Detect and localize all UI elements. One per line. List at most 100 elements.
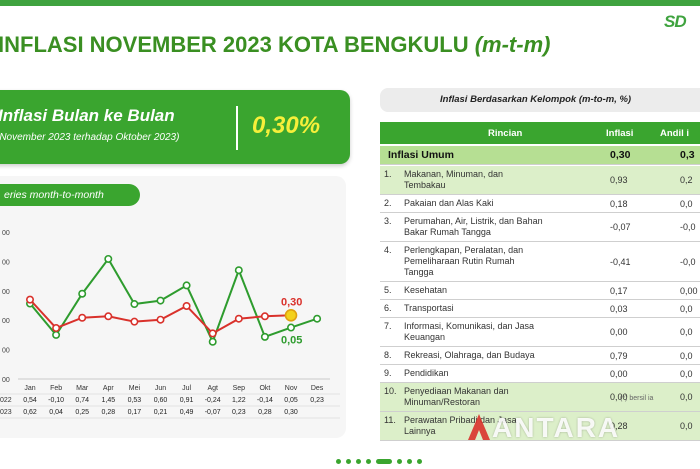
row-label: Informasi, Komunikasi, dan Jasa [404,321,535,331]
row-andil: 0,2 [680,175,693,185]
y-tick-label: 00 [2,348,10,355]
row-label: Transportasi [404,303,454,313]
row-number: 9. [384,368,392,378]
page-dot[interactable] [397,459,402,464]
data-value-label: 0,25 [75,409,89,416]
row-label: Penyediaan Makanan dan [404,386,509,396]
x-tick-label: Des [311,385,324,392]
data-value-label: 0,74 [75,397,89,404]
x-tick-label: Okt [259,385,270,392]
row-andil: 0,00 [680,285,698,296]
row-label: Tembakau [404,180,446,190]
data-point-2023 [260,312,269,321]
row-label: Minuman/Restoran [404,397,481,407]
row-number: 8. [384,350,392,360]
slide-pagination[interactable] [336,451,427,469]
row-label: Makanan, Minuman, dan [404,169,504,179]
data-point-2022 [104,254,113,263]
y-tick-label: 00 [2,230,10,237]
row-number: 2. [384,198,392,208]
monthly-inflation-card: Inflasi Bulan ke Bulan (November 2023 te… [0,90,350,164]
row-andil: -0,0 [680,222,696,232]
x-tick-label: Jun [155,385,166,392]
page-dot[interactable] [336,459,341,464]
data-value-label: -0,14 [257,397,273,404]
row-label: Perawatan Pribadi dan Jasa [404,415,517,425]
row-andil: 0,0 [680,392,693,402]
row-andil: 0,0 [680,327,693,337]
data-value-label: 0,17 [128,409,142,416]
data-value-label: 0,60 [154,397,168,404]
table-row: 9. Pendidikan 0,00 0,0 [380,365,700,383]
antara-mark-icon [468,414,490,440]
row-number: 5. [384,285,392,295]
data-point-2022 [52,330,61,339]
data-value-label: 0,91 [180,397,194,404]
data-point-2023 [25,295,34,304]
row-inflasi: 0,17 [610,285,628,296]
data-value-label: -0,07 [205,409,221,416]
page-dot[interactable] [346,459,351,464]
data-point-2022 [208,337,217,346]
data-value-label: 0,62 [23,409,37,416]
data-value-label: -0,24 [205,397,221,404]
row-label: Pendidikan [404,368,449,378]
data-value-label: 0,28 [101,409,115,416]
table-row: 4. Perlengkapan, Peralatan, dan Pemelihara… [380,242,700,282]
data-point-2023 [234,314,243,323]
row-inflasi: 0,00 [610,368,628,379]
table-row: 3. Perumahan, Air, Listrik, dan Bahan Baka… [380,213,700,242]
table-row: 10. Penyediaan Makanan dan Minuman/Restora… [380,383,700,412]
data-point-2022 [260,332,269,341]
row-andil: -0,0 [680,256,696,267]
general-andil: 0,3 [680,149,695,161]
row-label: Bakar Rumah Tangga [404,227,491,237]
inflation-card-heading: Inflasi Bulan ke Bulan [0,106,175,125]
row-inflasi: -0,41 [610,256,631,267]
series-tab: eries month-to-month [0,184,140,206]
data-value-label: 0,54 [23,397,37,404]
data-value-label: 0,49 [180,409,194,416]
table-row: 7. Informasi, Komunikasi, dan Jasa Keuanga… [380,318,700,347]
row-inflasi: 0,79 [610,350,628,361]
page-dot[interactable] [407,459,412,464]
data-point-2023 [208,329,217,338]
page-dot-active[interactable] [376,459,392,464]
data-value-label: 0,21 [154,409,168,416]
data-point-2023 [130,317,139,326]
data-value-label: 0,28 [258,409,272,416]
row-inflasi: 0,00 [610,392,628,402]
watermark-note: (*) bersil ia [620,395,654,402]
row-label: Perumahan, Air, Listrik, dan Bahan [404,216,543,226]
row-label: Pemeliharaan Rutin Rumah [404,256,515,266]
annotation-label: 0,30 [281,296,302,308]
x-tick-label: Nov [285,385,298,392]
page-title: INFLASI NOVEMBER 2023 KOTA BENGKULU (m-t… [0,32,550,58]
data-point-2023 [156,315,165,324]
page-dot[interactable] [356,459,361,464]
x-tick-label: Apr [103,385,115,392]
row-inflasi: 0,28 [610,421,628,431]
data-point-2023 [52,324,61,333]
data-value-label: 0,53 [128,397,142,404]
table-row: 1. Makanan, Minuman, dan Tembakau 0,93 0,2 [380,166,700,195]
data-value-label: 0,05 [284,397,298,404]
series-line-2022 [29,257,318,345]
page-dot[interactable] [366,459,371,464]
row-inflasi: 0,03 [610,303,628,314]
page-dot[interactable] [417,459,422,464]
row-andil: 0,0 [680,421,693,431]
table-row: 6. Transportasi 0,03 0,0 [380,300,700,318]
header-andil: Andil i [660,128,690,139]
data-point-2023 [78,313,87,322]
data-point-2022 [234,266,243,275]
row-andil: 0,0 [680,350,693,361]
row-year-label: 023 [0,409,12,416]
row-number: 1. [384,169,392,179]
inflation-card-divider [236,106,238,150]
data-point-2022 [313,314,322,323]
x-tick-label: Mar [76,385,89,392]
data-point-2022 [78,289,87,298]
chart-panel [0,176,346,438]
row-label: Pakaian dan Alas Kaki [404,198,494,208]
